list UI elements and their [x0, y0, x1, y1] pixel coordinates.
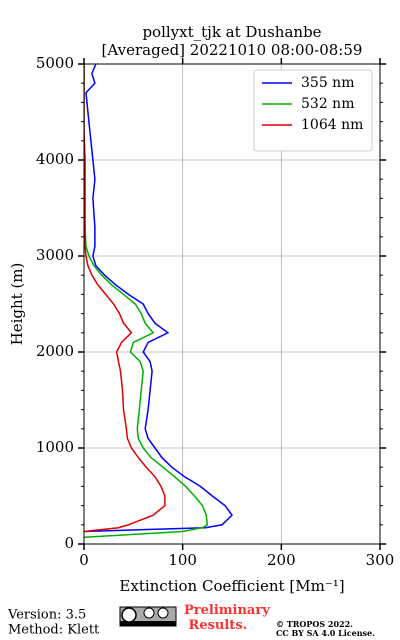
preliminary-note: Preliminary Results.: [184, 603, 270, 633]
y-tick-label: 3000: [36, 246, 74, 264]
x-tick-label: 200: [267, 551, 296, 569]
y-tick-label: 2000: [36, 342, 74, 360]
y-tick-label: 5000: [36, 54, 74, 72]
x-tick-label: 100: [168, 551, 197, 569]
legend-box: [253, 69, 373, 152]
legend-label: 532 nm: [301, 96, 354, 112]
x-tick-label: 300: [366, 551, 395, 569]
x-axis-label: Extinction Coefficient [Mm⁻¹]: [119, 577, 344, 595]
y-tick-label: 1000: [36, 438, 74, 456]
chart-title: pollyxt_tjk at Dushanbe: [142, 23, 321, 41]
copyright: © TROPOS 2022.: [276, 619, 353, 629]
method: Method: Klett: [8, 623, 100, 638]
y-tick-label: 4000: [36, 150, 74, 168]
y-axis-label: Height (m): [8, 263, 26, 346]
profile-line: [84, 64, 166, 533]
profile-line: [84, 64, 233, 533]
license: CC BY SA 4.0 License.: [276, 628, 375, 638]
cc-logo: [119, 606, 177, 627]
x-tick-label: 0: [79, 551, 89, 569]
legend-label: 355 nm: [301, 75, 354, 91]
chart-subtitle: [Averaged] 20221010 08:00-08:59: [102, 41, 363, 59]
legend-label: 1064 nm: [301, 117, 363, 133]
version: Version: 3.5: [7, 608, 86, 623]
y-tick-label: 0: [64, 534, 74, 552]
plot-frame: [83, 63, 381, 545]
